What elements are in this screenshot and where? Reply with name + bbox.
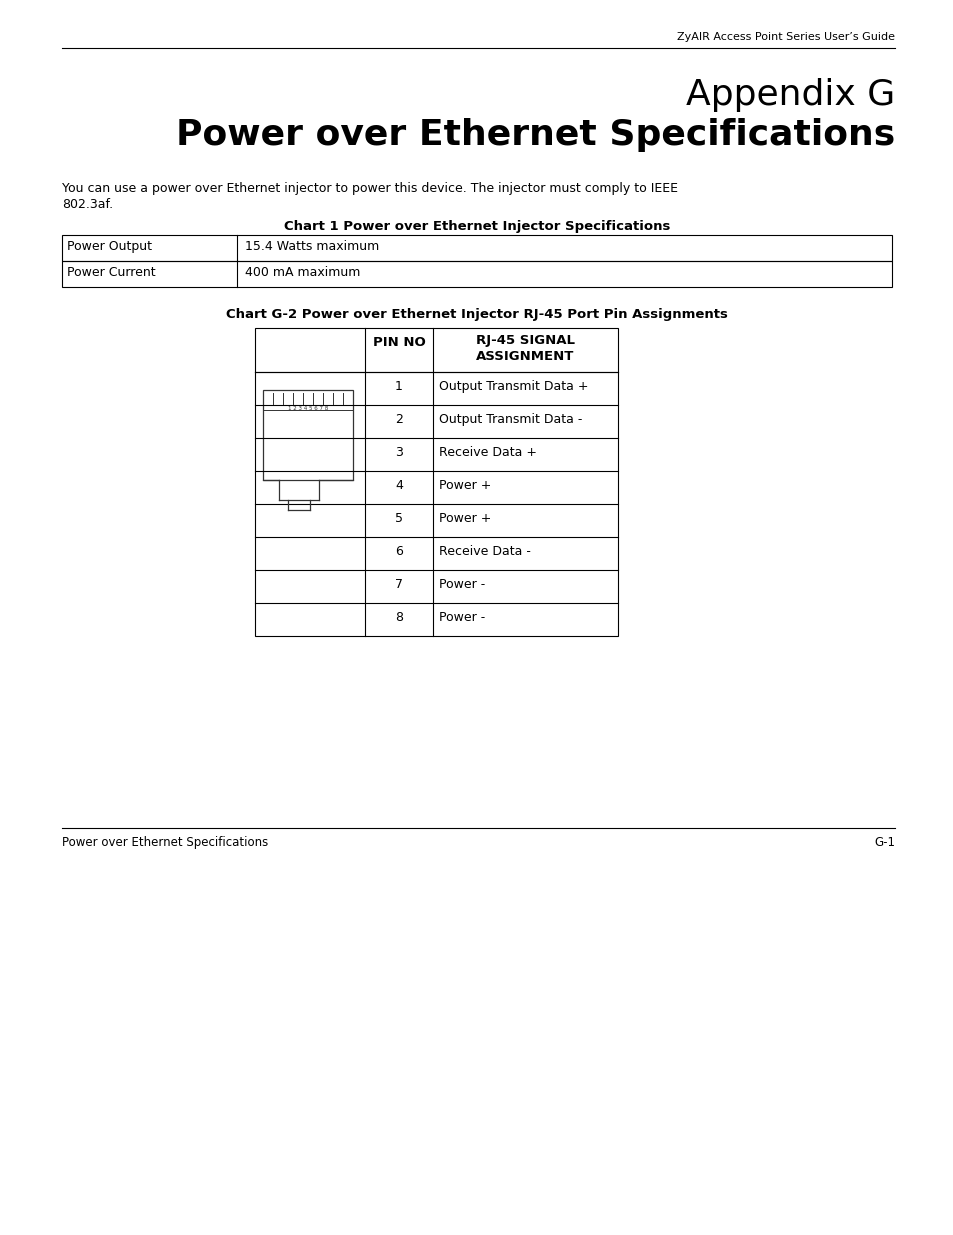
Text: Receive Data +: Receive Data + (438, 446, 537, 459)
Text: RJ-45 SIGNAL
ASSIGNMENT: RJ-45 SIGNAL ASSIGNMENT (476, 333, 575, 363)
Text: 15.4 Watts maximum: 15.4 Watts maximum (245, 240, 379, 253)
Bar (254, 329, 618, 636)
Text: 7: 7 (395, 578, 402, 592)
Text: 2: 2 (395, 412, 402, 426)
Text: 1: 1 (395, 380, 402, 393)
Text: Receive Data -: Receive Data - (438, 545, 530, 558)
Text: Power -: Power - (438, 611, 485, 624)
Text: Chart G-2 Power over Ethernet Injector RJ-45 Port Pin Assignments: Chart G-2 Power over Ethernet Injector R… (226, 308, 727, 321)
Bar (62, 235, 891, 261)
Text: Power +: Power + (438, 479, 491, 492)
Text: Power Output: Power Output (67, 240, 152, 253)
Text: 6: 6 (395, 545, 402, 558)
Text: 1 2 3 4 5 6 7 8: 1 2 3 4 5 6 7 8 (288, 406, 328, 411)
Text: Power over Ethernet Specifications: Power over Ethernet Specifications (175, 119, 894, 152)
Text: Output Transmit Data +: Output Transmit Data + (438, 380, 588, 393)
Bar (263, 390, 353, 480)
Text: PIN NO: PIN NO (373, 336, 425, 350)
Text: Power over Ethernet Specifications: Power over Ethernet Specifications (62, 836, 268, 848)
Bar (62, 261, 891, 287)
Text: 8: 8 (395, 611, 402, 624)
Text: ZyAIR Access Point Series User’s Guide: ZyAIR Access Point Series User’s Guide (677, 32, 894, 42)
Text: Chart 1 Power over Ethernet Injector Specifications: Chart 1 Power over Ethernet Injector Spe… (283, 220, 670, 233)
Text: Appendix G: Appendix G (685, 78, 894, 112)
Text: 5: 5 (395, 513, 402, 525)
Text: Power Current: Power Current (67, 266, 155, 279)
Text: Output Transmit Data -: Output Transmit Data - (438, 412, 581, 426)
Text: Power -: Power - (438, 578, 485, 592)
Text: 802.3af.: 802.3af. (62, 198, 113, 211)
Text: You can use a power over Ethernet injector to power this device. The injector mu: You can use a power over Ethernet inject… (62, 182, 678, 195)
Text: 3: 3 (395, 446, 402, 459)
Text: 400 mA maximum: 400 mA maximum (245, 266, 360, 279)
Text: 4: 4 (395, 479, 402, 492)
Text: G-1: G-1 (873, 836, 894, 848)
Text: Power +: Power + (438, 513, 491, 525)
